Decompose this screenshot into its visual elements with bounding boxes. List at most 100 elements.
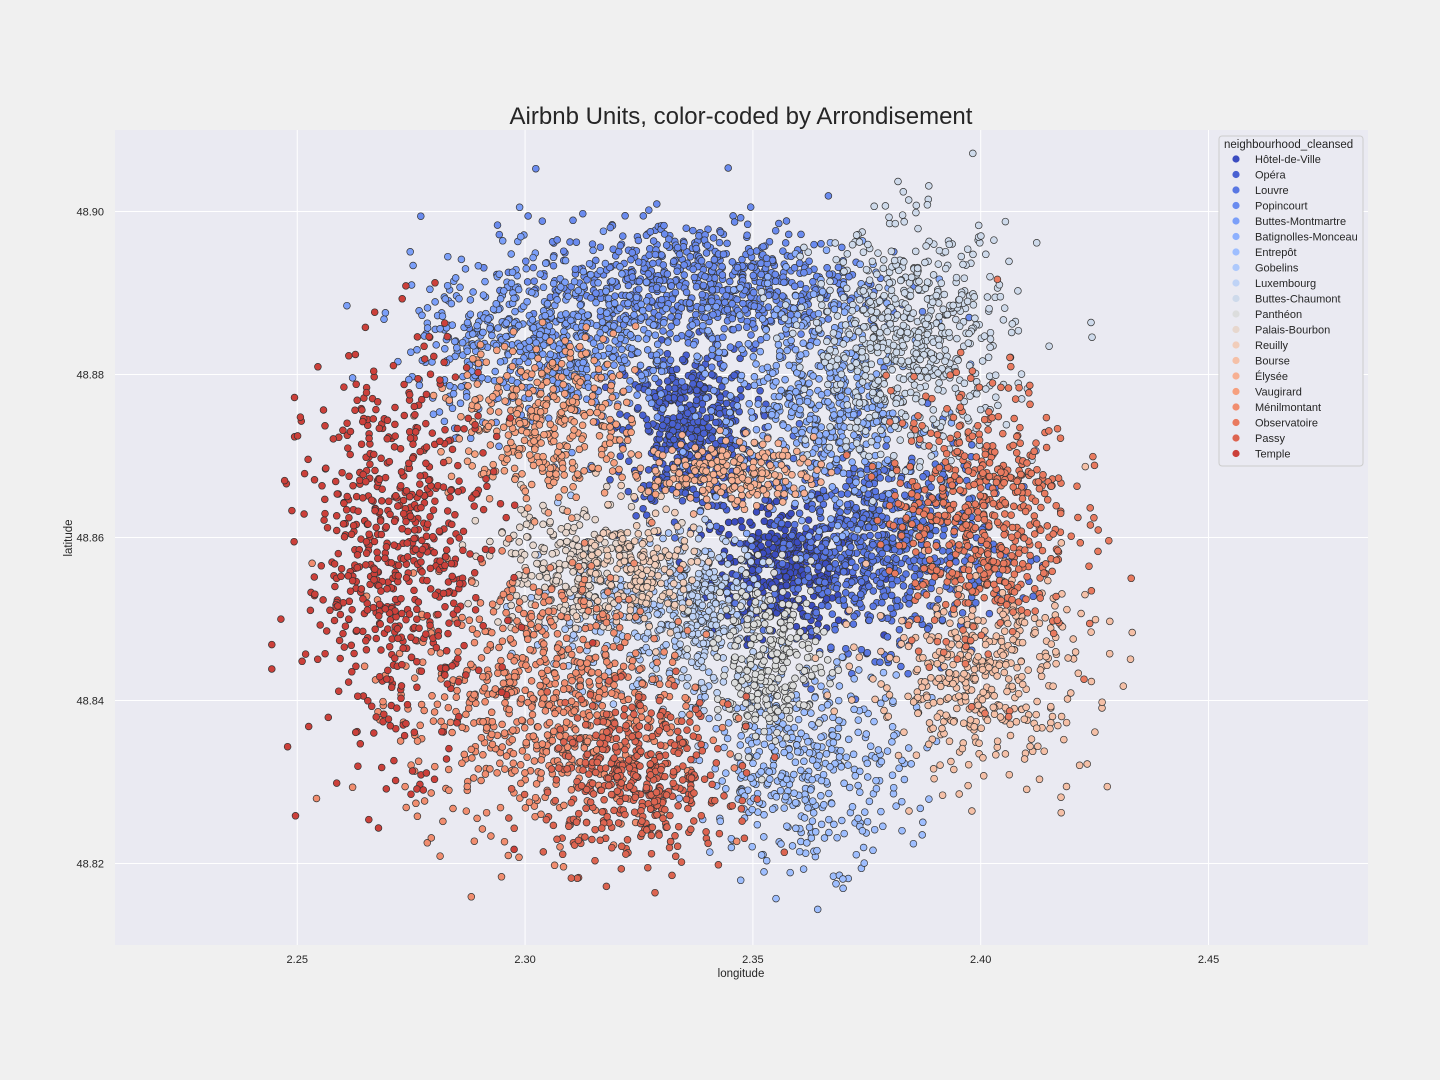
data-point bbox=[912, 208, 920, 217]
data-point bbox=[711, 599, 720, 608]
data-point bbox=[881, 592, 889, 600]
data-point bbox=[731, 536, 739, 544]
data-point bbox=[859, 843, 868, 852]
data-point bbox=[479, 291, 488, 299]
data-point bbox=[814, 309, 823, 318]
data-point bbox=[855, 445, 864, 453]
data-point bbox=[701, 370, 709, 378]
data-point bbox=[813, 905, 822, 914]
data-point bbox=[407, 348, 415, 356]
data-point bbox=[905, 600, 913, 608]
data-point bbox=[515, 357, 524, 366]
data-point bbox=[876, 474, 884, 482]
data-point bbox=[616, 304, 624, 312]
data-point bbox=[712, 418, 720, 427]
data-point bbox=[760, 517, 769, 526]
data-point bbox=[910, 556, 918, 565]
data-point bbox=[842, 753, 851, 761]
data-point bbox=[677, 304, 686, 312]
data-point bbox=[732, 571, 740, 579]
data-point bbox=[892, 802, 900, 810]
data-point bbox=[809, 797, 817, 805]
data-point bbox=[495, 270, 504, 278]
data-point bbox=[687, 658, 696, 666]
data-point bbox=[649, 259, 657, 268]
data-point bbox=[911, 564, 920, 573]
data-point bbox=[756, 387, 764, 395]
data-point bbox=[984, 353, 993, 362]
data-point bbox=[929, 271, 938, 279]
data-point bbox=[699, 321, 707, 330]
data-point bbox=[488, 331, 496, 340]
data-point bbox=[729, 325, 738, 334]
data-point bbox=[570, 277, 579, 286]
data-point bbox=[805, 415, 814, 424]
data-point bbox=[722, 399, 731, 408]
data-point bbox=[807, 491, 816, 500]
data-point bbox=[764, 273, 772, 281]
data-point bbox=[985, 372, 994, 380]
data-point bbox=[818, 301, 826, 309]
data-point bbox=[596, 307, 605, 315]
data-point bbox=[723, 305, 732, 314]
data-point bbox=[861, 808, 869, 816]
data-point bbox=[898, 211, 907, 219]
data-point bbox=[955, 322, 964, 331]
data-point bbox=[567, 316, 575, 325]
data-point bbox=[904, 196, 913, 204]
data-point bbox=[849, 620, 858, 628]
data-point bbox=[418, 311, 426, 320]
data-point bbox=[671, 534, 679, 542]
data-point bbox=[722, 785, 730, 793]
data-point bbox=[817, 543, 826, 552]
data-point bbox=[842, 580, 850, 589]
data-point bbox=[904, 744, 913, 752]
data-point bbox=[657, 295, 666, 304]
data-point bbox=[708, 363, 716, 371]
data-point bbox=[720, 743, 728, 752]
data-point bbox=[831, 560, 840, 568]
data-point bbox=[701, 547, 709, 555]
data-point bbox=[495, 442, 503, 451]
data-point bbox=[831, 239, 839, 247]
data-point bbox=[463, 347, 472, 355]
data-point bbox=[817, 601, 826, 610]
data-point bbox=[923, 374, 932, 382]
data-point bbox=[523, 297, 531, 306]
data-point bbox=[800, 385, 808, 394]
data-point bbox=[466, 296, 475, 304]
data-point bbox=[826, 277, 834, 286]
data-point bbox=[857, 578, 866, 586]
data-point bbox=[741, 305, 749, 314]
data-point bbox=[968, 441, 976, 449]
data-point bbox=[569, 216, 577, 225]
data-point bbox=[936, 352, 944, 360]
data-point bbox=[643, 346, 652, 354]
data-point bbox=[772, 894, 780, 903]
data-point bbox=[878, 492, 887, 501]
data-point bbox=[759, 558, 767, 566]
data-point bbox=[888, 366, 896, 374]
data-point bbox=[832, 584, 841, 593]
data-point bbox=[626, 331, 635, 339]
data-point bbox=[918, 831, 926, 839]
data-point bbox=[857, 645, 866, 654]
data-point bbox=[727, 843, 736, 852]
data-point bbox=[760, 868, 768, 876]
data-point bbox=[826, 363, 834, 371]
data-point bbox=[628, 273, 637, 281]
data-point bbox=[677, 395, 685, 403]
data-point bbox=[791, 345, 800, 354]
data-point bbox=[771, 550, 779, 559]
data-point bbox=[576, 301, 585, 309]
data-point bbox=[826, 423, 834, 431]
data-point bbox=[601, 259, 610, 268]
data-point bbox=[824, 192, 833, 200]
data-point bbox=[890, 452, 898, 460]
data-point bbox=[889, 783, 898, 792]
data-point bbox=[834, 724, 843, 733]
data-point bbox=[701, 693, 709, 701]
data-point bbox=[688, 591, 696, 599]
data-point bbox=[927, 483, 935, 491]
data-point bbox=[449, 390, 458, 398]
